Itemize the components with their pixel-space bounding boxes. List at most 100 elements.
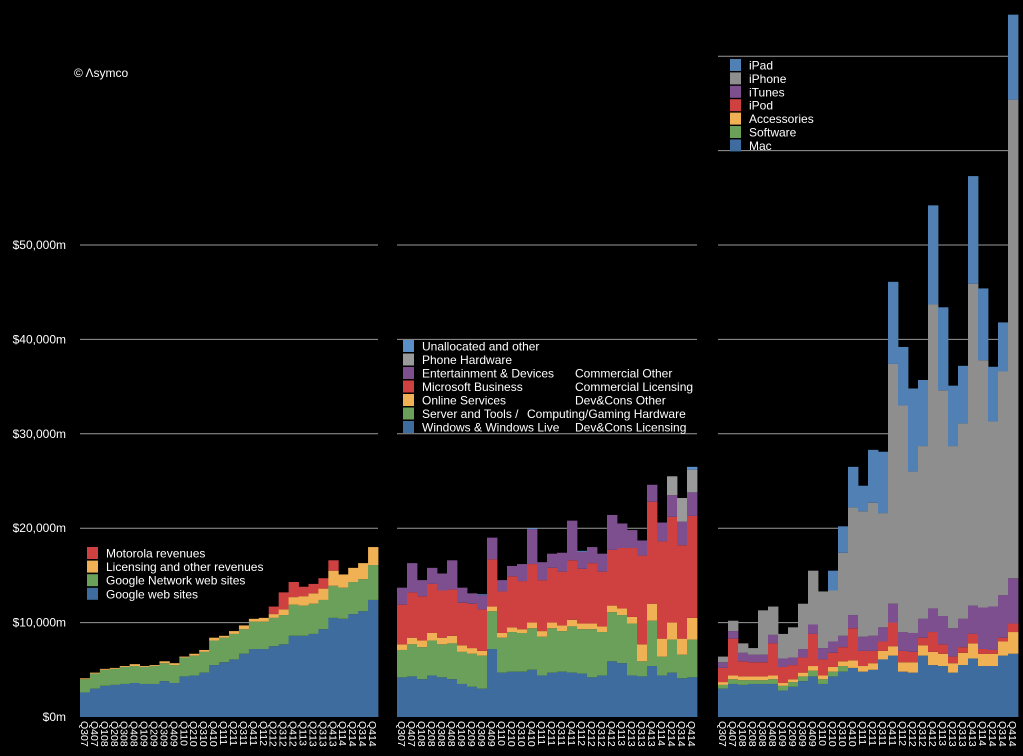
bar-segment (477, 688, 488, 717)
bar-segment (828, 666, 839, 672)
bar-segment (507, 632, 518, 672)
bar-segment (918, 618, 929, 638)
bar-segment (617, 663, 628, 717)
bar-segment (487, 537, 498, 560)
bar-segment (587, 547, 598, 564)
bar-segment (788, 686, 799, 717)
bar-segment (308, 603, 319, 634)
bar-segment (89, 672, 101, 674)
bar-segment (768, 643, 779, 676)
x-tick-label: Q110 (177, 721, 189, 746)
bar-segment (527, 622, 538, 629)
bar-segment (667, 495, 678, 517)
bar-segment (778, 633, 789, 659)
bar-segment (788, 682, 799, 687)
bar-segment (497, 672, 508, 717)
bar-segment (808, 666, 819, 671)
bar-segment (848, 507, 859, 616)
bar-segment (557, 552, 568, 572)
x-tick-label: Q413 (326, 721, 338, 747)
bar-segment (968, 176, 979, 284)
x-tick-label: Q212 (267, 721, 279, 747)
bar-segment (527, 529, 538, 565)
bar-segment (748, 683, 759, 717)
bar-segment (627, 548, 638, 617)
x-tick-label: Q109 (455, 721, 467, 747)
x-tick-label: Q111 (856, 721, 868, 745)
bar-segment (219, 637, 230, 663)
legend-swatch (87, 547, 98, 559)
legend-label: Accessories (749, 112, 814, 126)
bar-segment (258, 617, 270, 622)
bar-segment (858, 650, 869, 667)
bar-segment (248, 618, 260, 622)
bar-segment (968, 283, 979, 606)
x-tick-label: Q112 (896, 721, 908, 746)
bar-segment (637, 661, 648, 677)
bar-segment (587, 623, 598, 630)
bar-segment (597, 626, 608, 633)
bar-segment (407, 644, 418, 677)
bar-segment (637, 540, 648, 556)
bar-segment (149, 665, 160, 667)
bar-segment (667, 476, 678, 496)
bar-segment (89, 673, 101, 689)
bar-segment (268, 606, 280, 615)
bar-segment (358, 579, 369, 612)
bar-segment (338, 587, 349, 619)
bar-segment (858, 485, 869, 512)
bar-segment (728, 683, 739, 717)
bar-segment (798, 603, 809, 650)
bar-segment (607, 661, 618, 717)
bar-segment (219, 662, 230, 717)
bar-segment (988, 606, 999, 650)
bar-segment (248, 621, 260, 650)
bar-segment (888, 281, 899, 364)
legend-swatch (403, 380, 414, 393)
bar-segment (587, 563, 598, 624)
bar-segment (99, 668, 111, 670)
x-tick-label: Q214 (665, 721, 677, 747)
x-tick-label: Q312 (595, 721, 607, 747)
watermark-logo: © Λsymco (74, 66, 129, 80)
bar-segment (888, 646, 899, 656)
bar-segment (647, 484, 658, 502)
bar-segment (898, 671, 909, 717)
bar-segment (627, 623, 638, 676)
x-tick-label: Q211 (866, 721, 878, 746)
bar-segment (728, 679, 739, 684)
bar-segment (908, 388, 919, 472)
bar-segment (828, 590, 839, 642)
bar-segment (988, 366, 999, 422)
bar-segment (288, 582, 299, 598)
bar-segment (808, 633, 819, 667)
bar-segment (978, 288, 989, 361)
bar-segment (848, 667, 859, 717)
x-tick-label: Q308 (118, 721, 130, 747)
bar-segment (928, 651, 939, 666)
bar-segment (209, 640, 220, 666)
bar-segment (898, 346, 909, 406)
bar-segment (738, 652, 749, 662)
x-tick-label: Q208 (425, 721, 437, 747)
bar-segment (457, 645, 468, 652)
legend-label: Motorola revenues (106, 547, 205, 561)
bar-segment (417, 647, 428, 680)
bar-segment (467, 648, 478, 654)
bar-segment (918, 637, 929, 646)
x-tick-label: Q311 (876, 721, 888, 746)
bar-segment (998, 655, 1009, 717)
bar-segment (808, 676, 819, 717)
bar-segment (467, 653, 478, 687)
y-tick-label: $40,000m (13, 332, 66, 346)
bar-segment (547, 567, 558, 623)
legend-label: iTunes (749, 85, 785, 99)
bar-segment (647, 620, 658, 667)
bar-segment (888, 622, 899, 647)
bar-segment (447, 560, 458, 590)
bar-segment (738, 684, 749, 717)
y-tick-label: $20,000m (13, 521, 66, 535)
x-tick-label: Q213 (306, 721, 318, 747)
bar-segment (80, 679, 91, 693)
bar-segment (938, 307, 949, 391)
